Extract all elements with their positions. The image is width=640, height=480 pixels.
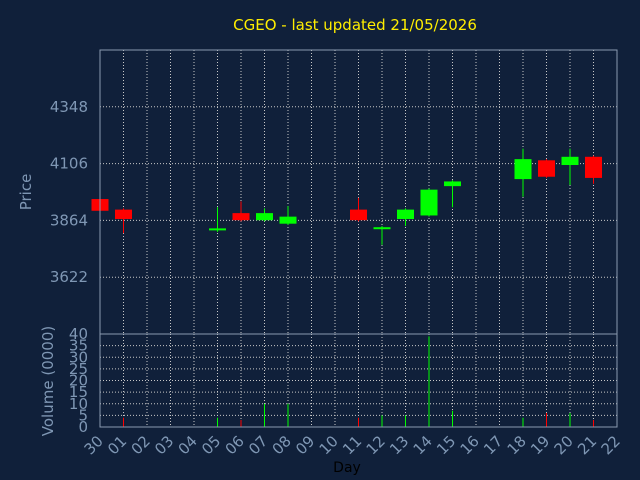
candle-body — [514, 159, 532, 180]
candle-body — [256, 213, 273, 221]
price-tick-label: 4348 — [50, 98, 88, 116]
x-tick-label: 13 — [386, 432, 412, 458]
x-tick-label: 18 — [504, 432, 530, 458]
candle-body — [279, 216, 297, 224]
x-tick-label: 22 — [598, 432, 624, 458]
volume-tick-label: 30 — [69, 348, 88, 366]
candle-body — [538, 160, 555, 177]
volume-axis-title: Volume (0000) — [39, 326, 57, 436]
x-tick-label: 04 — [175, 432, 201, 458]
x-tick-label: 09 — [292, 432, 318, 458]
candle-body — [561, 156, 579, 166]
x-tick-label: 19 — [527, 432, 553, 458]
x-tick-label: 16 — [457, 432, 483, 458]
x-tick-label: 05 — [198, 432, 224, 458]
candle-body — [397, 209, 414, 219]
volume-frame — [99, 333, 618, 428]
volume-tick-label: 0 — [78, 418, 88, 436]
price-axis-title: Price — [17, 174, 35, 211]
candle-body — [373, 227, 391, 230]
candle-body — [115, 209, 132, 219]
x-tick-label: 11 — [339, 432, 365, 458]
volume-tick-label: 5 — [78, 406, 88, 424]
x-axis-title: Day — [333, 460, 361, 476]
candle-body — [420, 189, 438, 216]
volume-tick-label: 10 — [69, 395, 88, 413]
x-tick-label: 15 — [433, 432, 459, 458]
x-tick-label: 06 — [222, 432, 248, 458]
candle-body — [444, 181, 461, 187]
x-tick-label: 30 — [81, 432, 107, 458]
volume-tick-label: 15 — [69, 383, 88, 401]
x-tick-label: 20 — [551, 432, 577, 458]
candle-body — [209, 228, 226, 231]
x-tick-label: 01 — [104, 432, 130, 458]
x-tick-label: 21 — [574, 432, 600, 458]
x-tick-label: 12 — [363, 432, 389, 458]
volume-tick-label: 35 — [69, 337, 88, 355]
candle-body — [585, 156, 602, 178]
x-tick-label: 02 — [128, 432, 154, 458]
volume-tick-label: 25 — [69, 360, 88, 378]
x-tick-label: 07 — [245, 432, 271, 458]
volume-tick-label: 40 — [69, 325, 88, 343]
price-tick-label: 4106 — [50, 155, 88, 173]
price-panel: 3622 3864 4106 4348 — [50, 49, 618, 335]
x-tick-label: 08 — [269, 432, 295, 458]
candle-body — [232, 213, 250, 221]
price-tick-label: 3864 — [50, 211, 88, 229]
candle-body — [350, 209, 367, 221]
x-tick-label: 10 — [316, 432, 342, 458]
volume-tick-label: 20 — [69, 372, 88, 390]
volume-panel: 0510152025303540300102030405060708091011… — [69, 325, 624, 458]
chart-title: CGEO - last updated 21/05/2026 — [233, 16, 477, 34]
x-tick-label: 03 — [151, 432, 177, 458]
x-tick-label: 17 — [480, 432, 506, 458]
x-tick-label: 14 — [410, 432, 436, 458]
price-tick-label: 3622 — [50, 268, 88, 286]
